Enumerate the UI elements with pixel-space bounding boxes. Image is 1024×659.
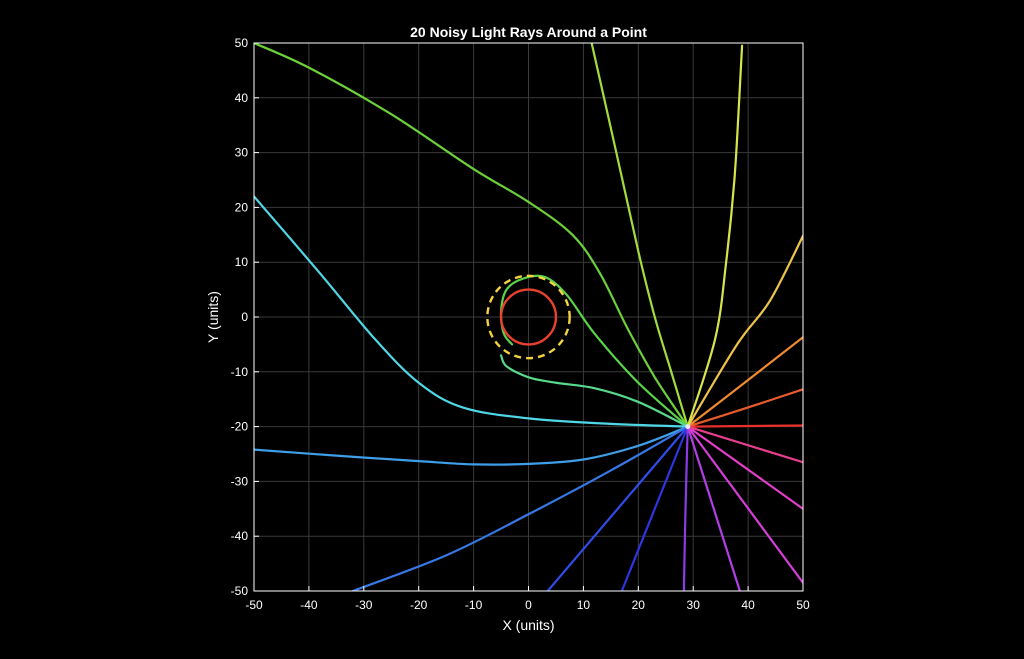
- x-tick-label: 50: [796, 598, 810, 612]
- ray-line-14: [620, 425, 689, 591]
- ray-line-18: [686, 425, 803, 510]
- y-tick-label: -20: [231, 420, 249, 434]
- ray-line-6: [590, 43, 689, 428]
- ticks: [253, 42, 804, 592]
- y-tick-label: -30: [231, 474, 249, 488]
- ray-line-5: [686, 44, 744, 428]
- x-tick-label: 30: [687, 598, 701, 612]
- circle-layer: [486, 274, 691, 430]
- ray-line-9: [499, 354, 689, 428]
- y-tick-label: 30: [235, 146, 249, 160]
- y-tick-label: 10: [235, 255, 249, 269]
- x-tick-label: -20: [410, 598, 428, 612]
- ray-line-12: [351, 425, 689, 591]
- ray-line-7: [254, 43, 689, 428]
- x-tick-label: 10: [577, 598, 591, 612]
- plot-title: 20 Noisy Light Rays Around a Point: [410, 24, 647, 40]
- y-tick-label: 50: [235, 36, 249, 50]
- x-tick-label: 0: [525, 598, 532, 612]
- ray-line-10: [254, 195, 689, 428]
- ray-line-19: [686, 425, 803, 464]
- inner-circle: [499, 288, 558, 346]
- y-tick-labels: 50 40 30 20 10 0 -10 -20 -30 -40 -50: [231, 36, 249, 598]
- x-tick-labels: -50 -40 -30 -20 -10 0 10 20 30 40 50: [245, 598, 810, 612]
- x-tick-label: -30: [355, 598, 373, 612]
- y-tick-label: -40: [231, 529, 249, 543]
- y-axis-title: Y (units): [205, 291, 221, 343]
- source-point: [685, 424, 691, 430]
- y-tick-label: 0: [241, 310, 248, 324]
- ray-line-17: [686, 425, 803, 584]
- ray-line-1: [686, 424, 803, 428]
- y-tick-label: 40: [235, 91, 249, 105]
- ray-line-15: [682, 425, 689, 591]
- y-tick-label: -50: [231, 584, 249, 598]
- series-layer: [254, 43, 803, 591]
- ray-line-13: [546, 425, 689, 591]
- x-tick-label: -50: [245, 598, 263, 612]
- y-tick-label: 20: [235, 200, 249, 214]
- x-tick-label: -40: [300, 598, 318, 612]
- ray-line-2: [686, 388, 803, 428]
- ray-line-11: [254, 425, 689, 466]
- outer-circle: [486, 274, 571, 360]
- y-tick-label: -10: [231, 365, 249, 379]
- x-tick-label: 20: [632, 598, 646, 612]
- ray-line-4: [686, 234, 803, 428]
- x-tick-label: 40: [741, 598, 755, 612]
- ray-line-3: [686, 336, 803, 428]
- x-tick-label: -10: [465, 598, 483, 612]
- ray-line-16: [686, 425, 741, 591]
- x-axis-title: X (units): [502, 617, 554, 633]
